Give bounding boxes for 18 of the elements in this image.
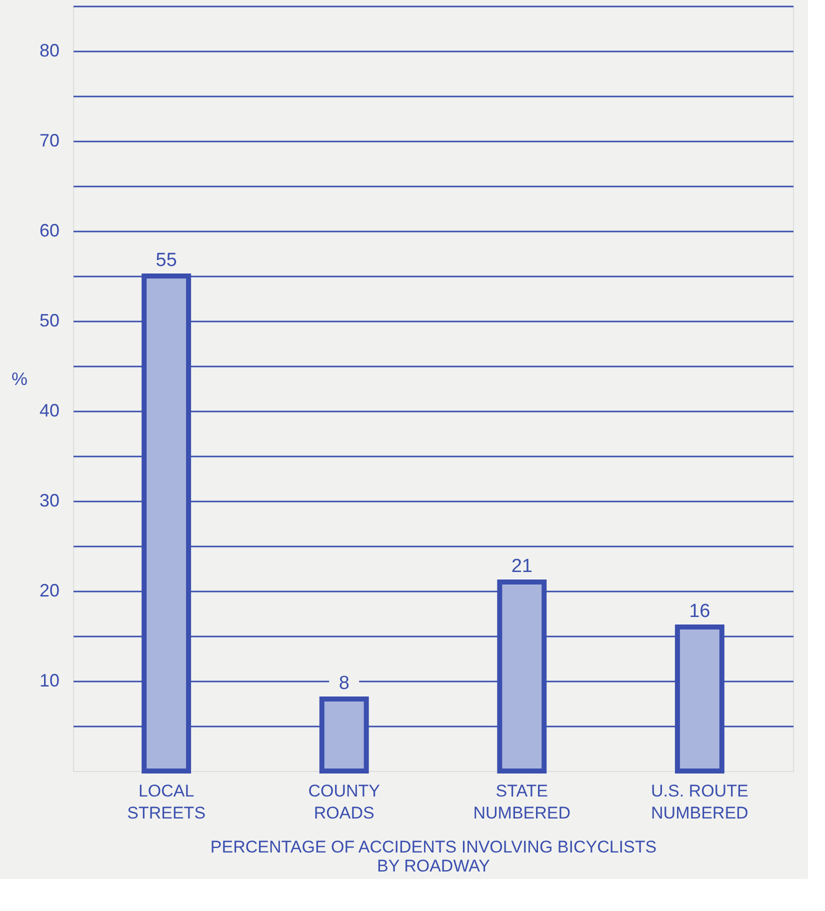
y-tick-label: 50	[39, 310, 60, 330]
y-tick-label: 70	[39, 130, 60, 150]
data-label: 55	[156, 250, 177, 271]
y-tick-label: 10	[39, 670, 60, 690]
y-tick-label: 40	[39, 400, 60, 420]
y-tick-label: 60	[39, 220, 60, 240]
data-label: 8	[338, 673, 350, 694]
x-tick-label: STATE NUMBERED	[473, 782, 571, 822]
data-label: 16	[689, 601, 710, 622]
y-tick-label: 80	[39, 40, 60, 60]
x-axis-title: PERCENTAGE OF ACCIDENTS INVOLVING BICYCLISTS BY ROADWAY	[210, 838, 657, 876]
x-tick-label: U.S. ROUTE NUMBERED	[651, 782, 748, 822]
y-axis-title: %	[11, 369, 28, 389]
x-tick-label: LOCAL STREETS	[127, 782, 206, 822]
y-tick-label: 30	[39, 490, 60, 510]
y-tick-label: 20	[39, 580, 60, 600]
x-tick-label: COUNTY ROADS	[308, 782, 380, 822]
data-label: 21	[511, 556, 532, 577]
